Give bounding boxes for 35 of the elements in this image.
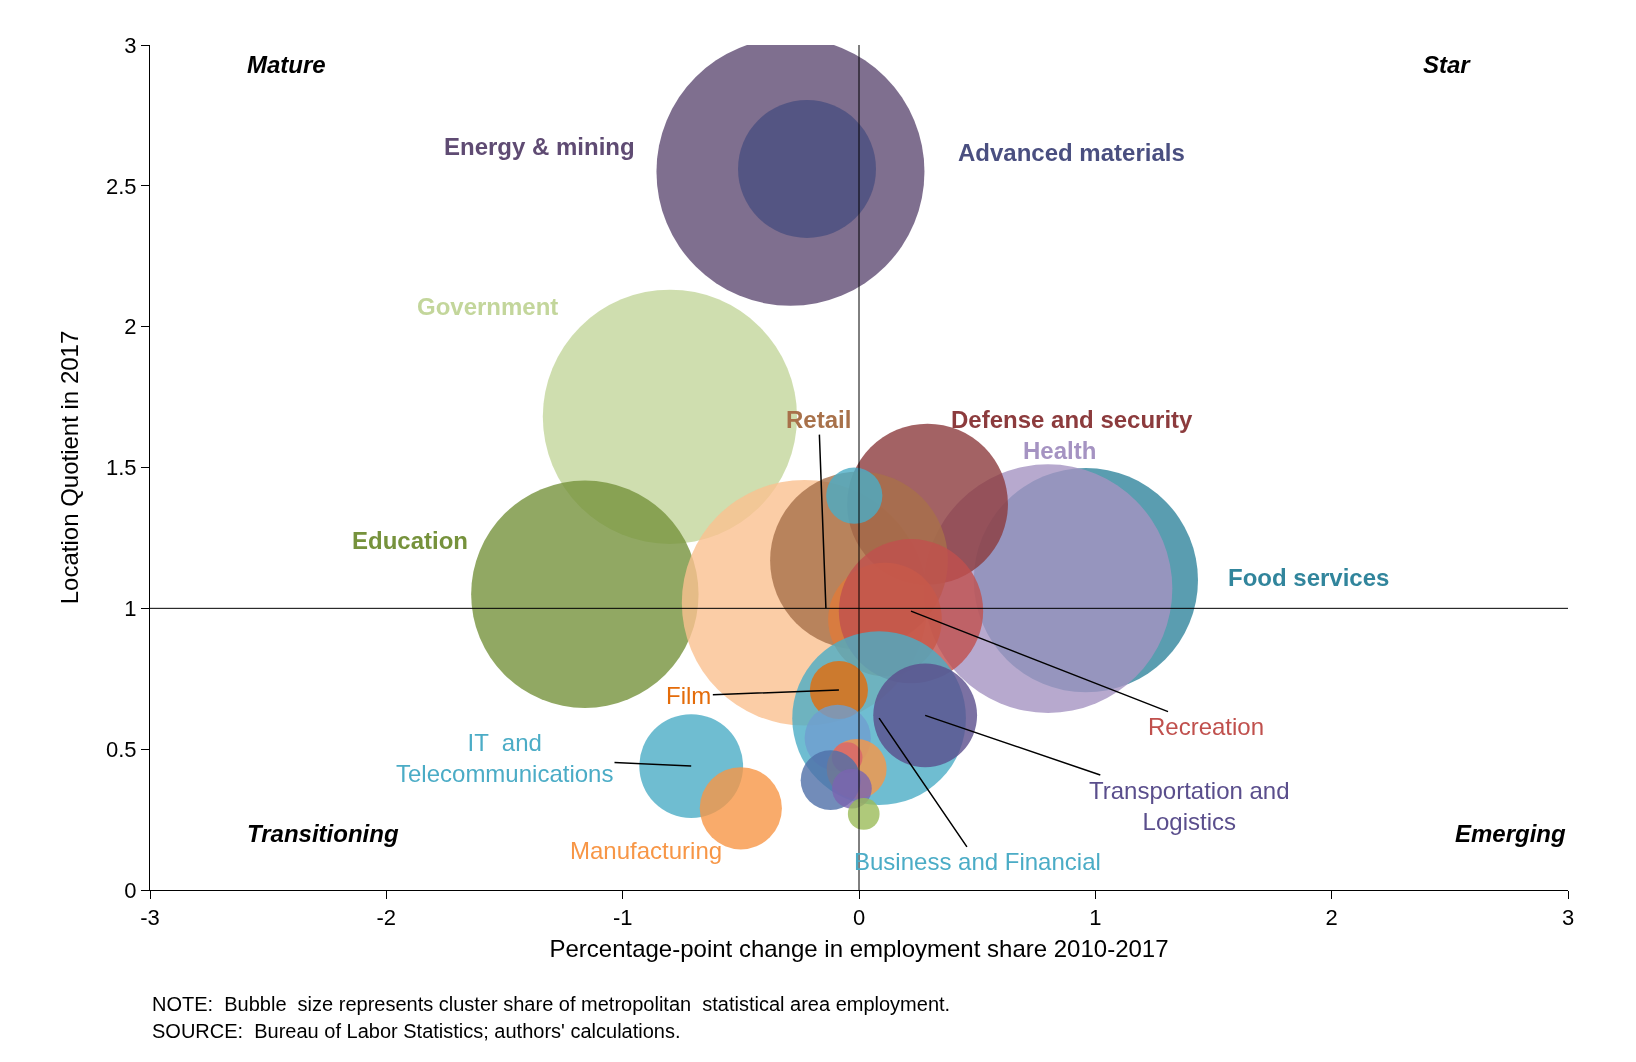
text: Recreation xyxy=(1148,713,1265,740)
y-tick-label: 0 xyxy=(124,877,137,903)
y-axis-title: Location Quotient in 2017 xyxy=(56,330,84,605)
series-label: IT and Telecommunications xyxy=(396,729,614,788)
annotation: Transitioning xyxy=(247,820,399,847)
annotation: Star xyxy=(1423,51,1472,78)
annotation: Emerging xyxy=(1455,820,1567,847)
y-tick-label: 0.5 xyxy=(106,736,137,762)
series-label: Government xyxy=(417,293,559,320)
x-tick-label: 0 xyxy=(852,905,866,931)
text: NOTE: Bubble size represents cluster share of metropolitan statistical area employment. xyxy=(152,993,951,1015)
series-label: Manufacturing xyxy=(570,837,723,864)
series-label: Defense and security xyxy=(951,406,1194,433)
y-tick-label: 3 xyxy=(124,32,137,58)
text: Advanced materials xyxy=(958,139,1185,166)
series-label: Education xyxy=(352,527,469,554)
y-tick-label: 1 xyxy=(124,596,137,622)
series-label: Food services xyxy=(1228,564,1390,591)
source-note: SOURCE: Bureau of Labor Statistics; authors' calculations. xyxy=(152,1020,681,1042)
series-label: Retail xyxy=(786,406,852,433)
series-label: Health xyxy=(1023,437,1097,464)
text: Film xyxy=(666,682,712,709)
x-tick-label: 3 xyxy=(1561,905,1575,931)
x-tick-label: -2 xyxy=(376,905,397,931)
x-tick-label: -1 xyxy=(612,905,633,931)
annotation: Mature xyxy=(247,51,326,78)
x-tick-label: 1 xyxy=(1089,905,1102,931)
series-label: Energy & mining xyxy=(444,133,635,160)
x-axis-title: Percentage-point change in employment share 2010-2017 xyxy=(549,934,1169,962)
y-tick-label: 2.5 xyxy=(106,173,137,199)
y-tick-label: 2 xyxy=(124,314,137,340)
text: Transportation and Logistics xyxy=(1089,777,1290,836)
x-tick-label: -3 xyxy=(140,905,160,931)
y-tick-label: 1.5 xyxy=(106,455,137,481)
x-tick-label: 2 xyxy=(1325,905,1338,931)
